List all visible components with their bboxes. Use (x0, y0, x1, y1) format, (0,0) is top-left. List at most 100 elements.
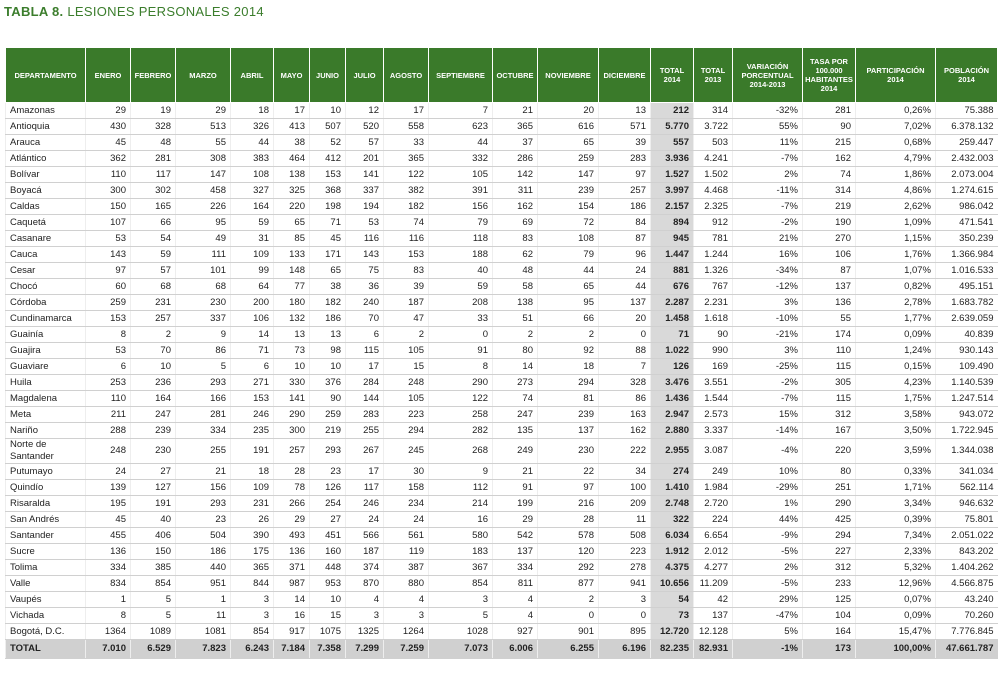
cell: 5 (130, 607, 176, 624)
row-label: Vichada (5, 607, 86, 624)
cell: 106 (230, 310, 274, 327)
cell: 147 (537, 166, 599, 183)
cell: 82.235 (650, 639, 694, 659)
row-label: Atlántico (5, 150, 86, 167)
cell: 11 (598, 511, 651, 528)
cell: 65 (273, 214, 310, 231)
cell: 293 (309, 438, 346, 464)
cell: 80 (492, 342, 538, 359)
cell: 39 (598, 134, 651, 151)
column-header: ABRIL (230, 47, 274, 103)
cell: -1% (732, 639, 803, 659)
cell: 327 (230, 182, 274, 199)
cell: -34% (732, 262, 803, 279)
cell: 156 (175, 479, 231, 496)
cell: 2 (492, 326, 538, 343)
cell: 385 (130, 559, 176, 576)
row-label: Tolima (5, 559, 86, 576)
cell: 88 (598, 342, 651, 359)
cell: 270 (802, 230, 856, 247)
cell: 125 (802, 591, 856, 608)
cell: 137 (537, 422, 599, 439)
cell: 7 (428, 102, 493, 119)
cell: 951 (175, 575, 231, 592)
cell: 376 (309, 374, 346, 391)
cell: -5% (732, 575, 803, 592)
cell: 781 (693, 230, 733, 247)
cell: 302 (130, 182, 176, 199)
cell: 110 (85, 166, 131, 183)
cell: 15,47% (855, 623, 936, 640)
cell: 71 (230, 342, 274, 359)
cell: 116 (345, 230, 384, 247)
cell: 95 (537, 294, 599, 311)
cell: 946.632 (935, 495, 998, 512)
cell: 1.404.262 (935, 559, 998, 576)
cell: 7.358 (309, 639, 346, 659)
row-label: Nariño (5, 422, 86, 439)
cell: 14 (492, 358, 538, 375)
cell: -9% (732, 527, 803, 544)
cell: 122 (428, 390, 493, 407)
cell: 4,23% (855, 374, 936, 391)
cell: 6.034 (650, 527, 694, 544)
cell: 115 (345, 342, 384, 359)
cell: 115 (802, 390, 856, 407)
cell: 1075 (309, 623, 346, 640)
cell: 65 (309, 262, 346, 279)
cell: 3% (732, 294, 803, 311)
cell: 0,09% (855, 326, 936, 343)
cell: 45 (85, 134, 131, 151)
cell: 23 (175, 511, 231, 528)
cell: 503 (693, 134, 733, 151)
cell: 223 (383, 406, 429, 423)
table-row: Vichada 8 5 11 3 16 15 3 3 5 4 0 0 73 137 -47% 104 0,09% 7… (5, 607, 998, 624)
cell: 542 (492, 527, 538, 544)
table-row: Vaupés 1 5 1 3 14 10 4 4 3 4 2 3 54 42 29% 125 0,07% 43.24… (5, 591, 998, 608)
cell: 616 (537, 118, 599, 135)
cell: 78 (273, 479, 310, 496)
row-label: Cundinamarca (5, 310, 86, 327)
cell: 7 (598, 358, 651, 375)
cell: 82.931 (693, 639, 733, 659)
cell: 249 (492, 438, 538, 464)
table-row: Cundinamarca 153 257 337 106 132 186 70 47 33 51 66… (5, 310, 998, 327)
cell: 191 (130, 495, 176, 512)
cell: 194 (345, 198, 384, 215)
cell: 7.073 (428, 639, 493, 659)
cell: 281 (130, 150, 176, 167)
cell: 7.299 (345, 639, 384, 659)
cell: 10 (273, 358, 310, 375)
row-label: Guaviare (5, 358, 86, 375)
table-row: Putumayo 24 27 21 18 28 23 17 30 9 21 22 34 274 249 10%… (5, 463, 998, 480)
cell: 5% (732, 623, 803, 640)
cell: 164 (230, 198, 274, 215)
cell: 1.502 (693, 166, 733, 183)
cell: 40 (130, 511, 176, 528)
cell: 12,96% (855, 575, 936, 592)
cell: 5,32% (855, 559, 936, 576)
cell: 3.722 (693, 118, 733, 135)
cell: 0,33% (855, 463, 936, 480)
cell: 5 (175, 358, 231, 375)
cell: 312 (802, 559, 856, 576)
cell: 38 (309, 278, 346, 295)
cell: 37 (492, 134, 538, 151)
cell: 314 (693, 102, 733, 119)
cell: 105 (383, 342, 429, 359)
cell: 42 (693, 591, 733, 608)
cell: 112 (428, 479, 493, 496)
cell: 182 (383, 198, 429, 215)
cell: 5.770 (650, 118, 694, 135)
cell: 44 (598, 278, 651, 295)
cell: 16 (273, 607, 310, 624)
cell: 111 (175, 246, 231, 263)
cell: 6 (85, 358, 131, 375)
cell: 1264 (383, 623, 429, 640)
cell: 504 (175, 527, 231, 544)
cell: 109 (230, 479, 274, 496)
row-label: Huila (5, 374, 86, 391)
cell: 6 (345, 326, 384, 343)
cell: 294 (802, 527, 856, 544)
cell: 676 (650, 278, 694, 295)
